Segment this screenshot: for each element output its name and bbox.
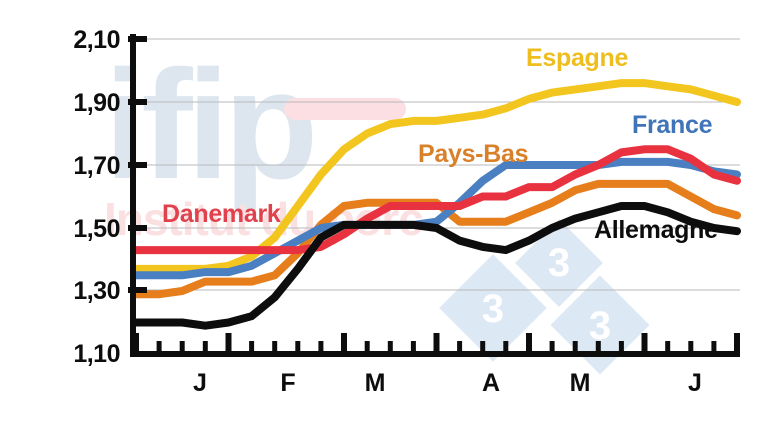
series-line-france [132, 157, 741, 280]
x-tick-label-5: J [688, 369, 702, 397]
diamond-shape-1 [439, 254, 547, 362]
diamond-watermark-group: 3 3 3 [439, 219, 650, 375]
series-line-danemark [132, 145, 741, 255]
series-label-pays-bas: Pays-Bas [418, 140, 528, 168]
x-tick-marks [133, 333, 740, 354]
y-tick-label-2: 1,70 [73, 152, 120, 180]
diamond-digit-2: 3 [548, 241, 570, 285]
diamond-shape-2 [515, 219, 603, 307]
y-tick-labels: 2,10 1,90 1,70 1,50 1,30 1,10 [73, 26, 120, 368]
series-label-espagne: Espagne [526, 44, 628, 72]
x-tick-label-3: A [482, 369, 500, 397]
series-label-france: France [632, 111, 713, 139]
series-label-allemagne: Allemagne [594, 216, 718, 244]
series-line-allemagne [132, 202, 741, 330]
x-tick-label-0: J [193, 369, 207, 397]
x-tick-label-2: M [365, 369, 386, 397]
x-tick-label-1: F [280, 369, 295, 397]
y-tick-label-1: 1,90 [73, 89, 120, 117]
y-tick-label-4: 1,30 [73, 277, 120, 305]
series-line-espagne [132, 79, 741, 273]
x-tick-label-4: M [570, 369, 591, 397]
y-tick-label-0: 2,10 [73, 26, 120, 54]
series-layer [132, 79, 741, 330]
diamond-digit-1: 3 [482, 287, 504, 331]
y-tick-label-5: 1,10 [73, 340, 120, 368]
axes-layer [128, 34, 740, 357]
x-tick-labels: J F M A M J [193, 369, 702, 397]
y-tick-marks [128, 36, 147, 293]
series-label-danemark: Danemark [162, 200, 281, 228]
diamond-digit-3: 3 [589, 304, 611, 348]
ifip-logo-watermark: ifip [104, 38, 313, 211]
y-tick-label-3: 1,50 [73, 215, 120, 243]
series-annotations: Espagne France Pays-Bas Danemark Allemag… [162, 44, 718, 244]
watermark-pink-bar [284, 98, 406, 120]
